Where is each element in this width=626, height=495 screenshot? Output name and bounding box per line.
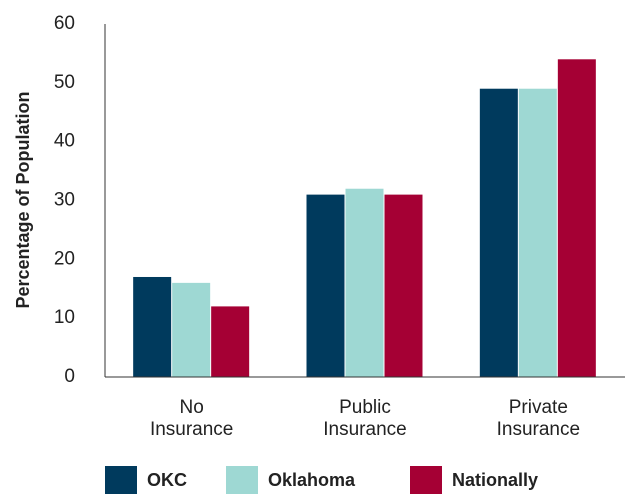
x-tick-label: Private Insurance [497, 397, 580, 440]
legend-label: Oklahoma [268, 470, 356, 490]
legend-label: Nationally [452, 470, 538, 490]
legend-swatch [226, 466, 258, 494]
y-tick-label: 40 [54, 131, 75, 152]
x-tick-label: Public Insurance [323, 397, 406, 440]
bar [384, 194, 423, 377]
y-tick-label: 0 [64, 366, 75, 387]
legend-swatch [410, 466, 442, 494]
legend-swatch [105, 466, 137, 494]
bar [557, 59, 596, 378]
y-tick-label: 50 [54, 72, 75, 93]
y-tick-label: 30 [54, 190, 75, 211]
y-tick-label: 20 [54, 248, 75, 269]
x-tick-label: No Insurance [150, 397, 233, 440]
bar [345, 188, 384, 377]
bar [172, 282, 211, 377]
bar [518, 88, 557, 377]
y-axis-label: Percentage of Population [13, 91, 33, 308]
legend-label: OKC [147, 470, 187, 490]
bar [133, 276, 172, 377]
y-tick-label: 10 [54, 307, 75, 328]
bar [211, 306, 250, 377]
y-tick-label: 60 [54, 13, 75, 34]
bar [479, 88, 518, 377]
bar [306, 194, 345, 377]
